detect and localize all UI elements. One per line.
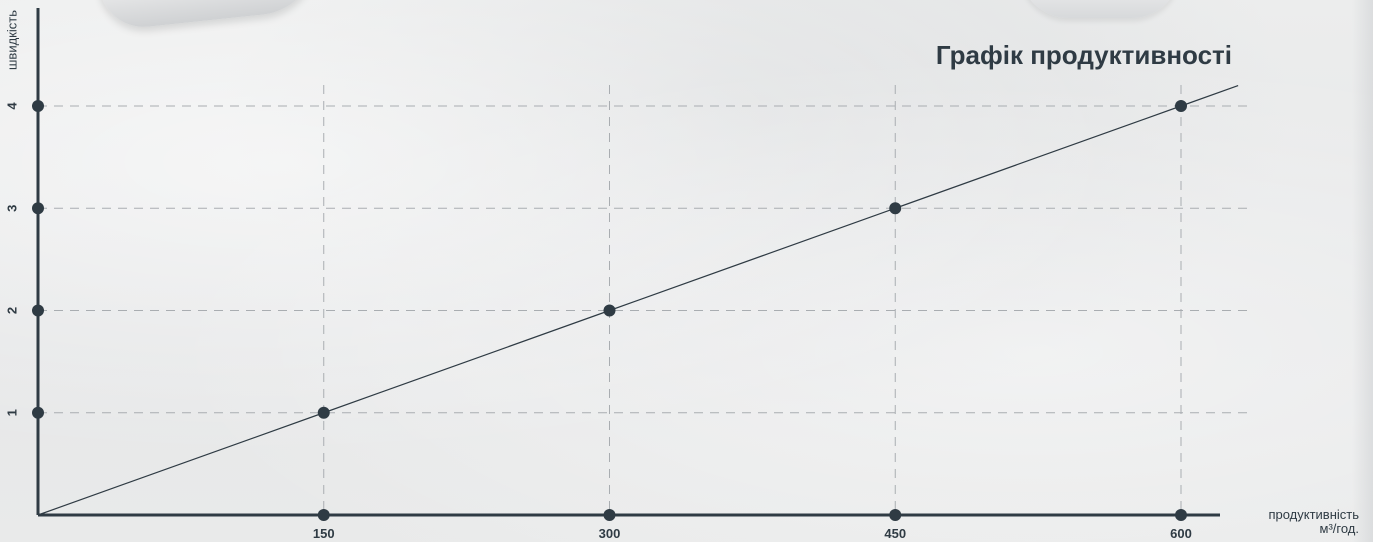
x-tick-label: 150 <box>313 526 335 541</box>
data-point <box>317 406 330 419</box>
y-axis-label: швидкість <box>4 10 19 70</box>
y-tick-marker <box>32 100 44 112</box>
data-point <box>889 202 902 215</box>
y-tick-label: 1 <box>4 409 19 416</box>
x-tick-label: 600 <box>1170 526 1192 541</box>
y-tick-marker <box>32 406 44 419</box>
data-point <box>1175 100 1187 112</box>
x-tick-marker <box>603 509 616 521</box>
decorative-edge-shadow <box>1352 0 1373 542</box>
x-tick-label: 450 <box>884 526 906 541</box>
y-tick-marker <box>32 304 44 317</box>
y-tick-marker <box>32 202 44 215</box>
x-axis-label: продуктивність <box>1268 507 1359 522</box>
y-tick-label: 4 <box>4 102 19 110</box>
y-tick-label: 2 <box>4 307 19 314</box>
decorative-device-image <box>1020 0 1180 18</box>
chart-title: Графік продуктивності <box>935 40 1232 70</box>
x-tick-marker <box>1175 509 1187 521</box>
x-tick-marker <box>317 509 330 521</box>
x-tick-marker <box>889 509 902 521</box>
data-point <box>603 304 616 317</box>
x-tick-label: 300 <box>599 526 621 541</box>
y-tick-label: 3 <box>4 205 19 212</box>
series-line <box>37 84 1239 516</box>
x-axis-unit-label: м³/год. <box>1320 521 1359 536</box>
